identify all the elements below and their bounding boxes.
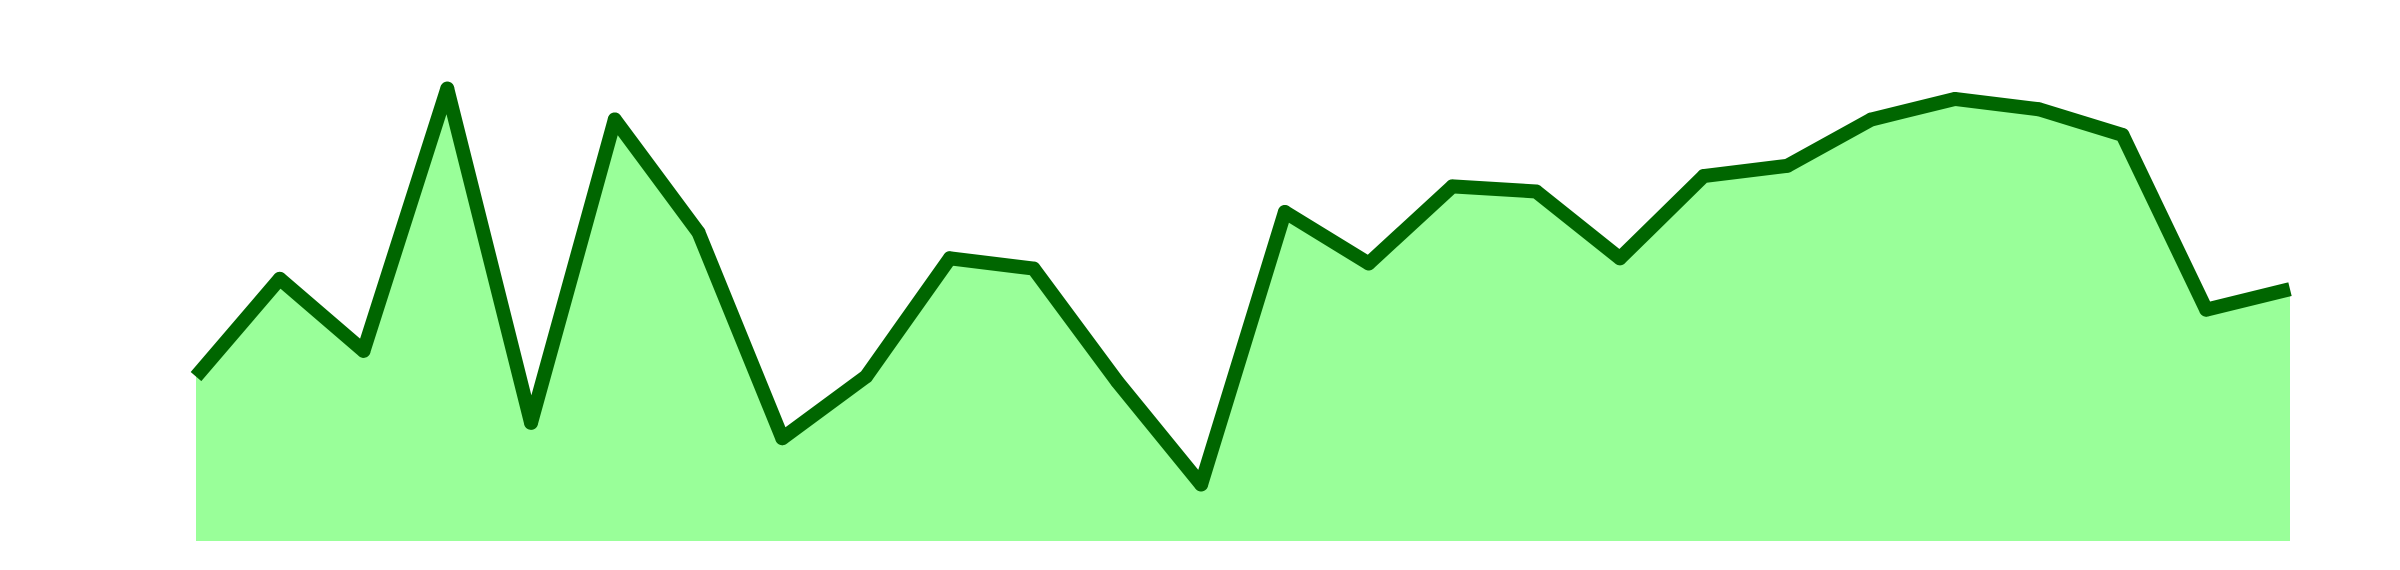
data-point [1361,256,1376,271]
data-point [775,431,790,446]
data-point [1194,477,1209,492]
data-point [1529,184,1544,199]
data-point [1110,374,1125,389]
data-point [1780,158,1795,173]
area-fill [196,88,2290,542]
data-point [942,251,957,266]
data-point [272,271,287,286]
data-point [2031,102,2046,117]
data-point [1277,205,1292,220]
data-point [2115,127,2130,142]
data-point [356,343,371,358]
data-point [1696,169,1711,184]
data-point [1445,179,1460,194]
data-point [1947,91,1962,106]
chart-marks [190,81,2292,542]
data-point [2199,302,2214,317]
data-point [1864,112,1879,127]
data-point [691,225,706,240]
data-point [1026,261,1041,276]
data-point [859,369,874,384]
data-point [1612,251,1627,266]
data-point [607,112,622,127]
data-point [440,81,455,96]
data-point [524,415,539,430]
series-line [190,81,2292,492]
